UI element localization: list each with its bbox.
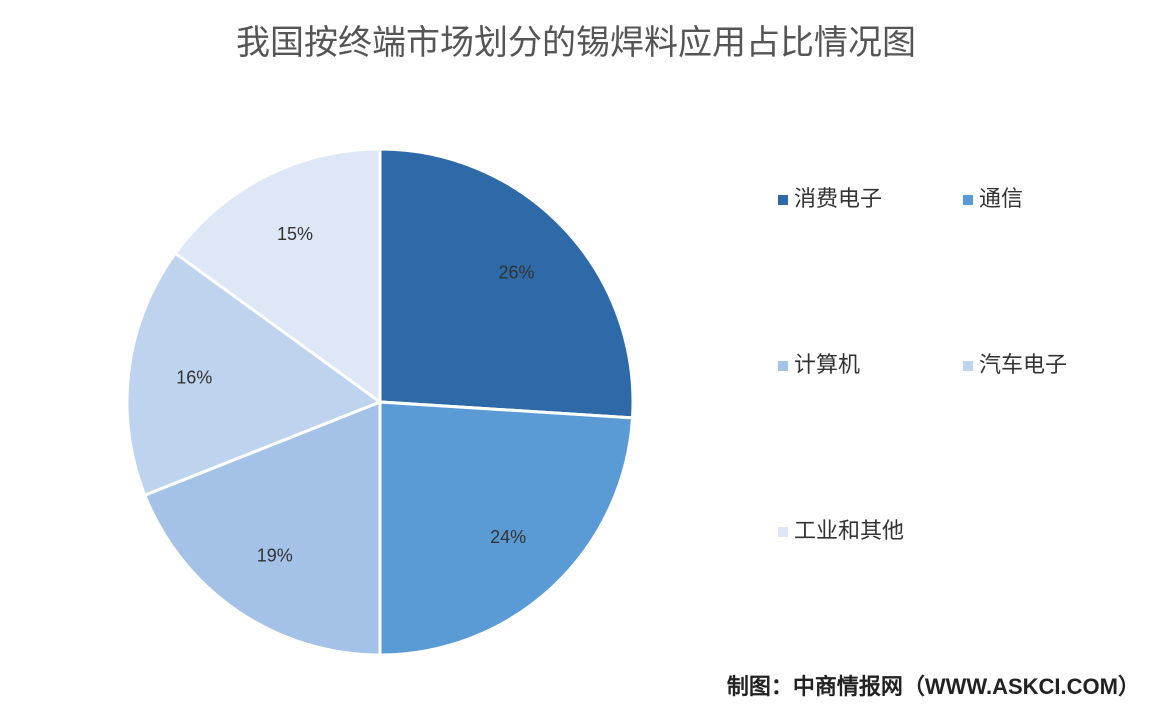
pie-slice xyxy=(378,400,635,657)
pie-slice xyxy=(378,147,635,420)
chart-title: 我国按终端市场划分的锡焊料应用占比情况图 xyxy=(236,24,916,62)
legend-swatch xyxy=(963,361,973,371)
legend-swatch xyxy=(778,527,788,537)
legend-swatch xyxy=(963,195,973,205)
legend-label: 汽车电子 xyxy=(979,352,1067,377)
legend-label: 消费电子 xyxy=(794,186,882,211)
pie-slice xyxy=(173,147,382,405)
legend-label: 通信 xyxy=(979,186,1023,211)
data-label: 24% xyxy=(490,527,526,547)
legend-label: 工业和其他 xyxy=(794,518,904,543)
data-label: 15% xyxy=(277,224,313,244)
data-label: 19% xyxy=(257,546,293,566)
pie-slice xyxy=(125,251,384,498)
pie-slice xyxy=(142,399,382,657)
data-label: 26% xyxy=(498,263,534,283)
legend-swatch xyxy=(778,195,788,205)
legend-swatch xyxy=(778,361,788,371)
data-label: 16% xyxy=(176,367,212,387)
source-note: 制图：中商情报网（WWW.ASKCI.COM） xyxy=(727,674,1140,699)
legend-label: 计算机 xyxy=(794,352,860,377)
